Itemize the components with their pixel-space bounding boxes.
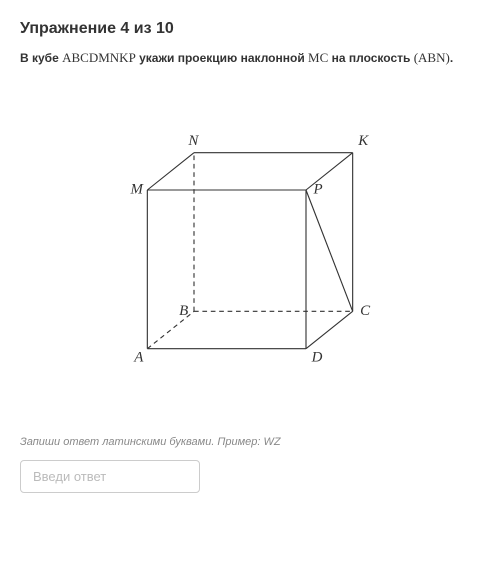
vertex-label-K: K [357,133,369,149]
problem-statement: В кубе ABCDMNKP укажи проекцию наклонной… [20,50,480,66]
plane-name: (ABN) [414,50,450,65]
vertex-label-A: A [133,350,144,366]
answer-hint: Запиши ответ латинскими буквами. Пример:… [20,436,480,448]
cube-edge [306,190,353,311]
cube-name: ABCDMNKP [62,50,136,65]
vertex-label-N: N [187,133,199,149]
problem-prefix: В кубе [20,51,62,65]
problem-mid: укажи проекцию наклонной [136,51,308,65]
vertex-label-P: P [312,182,322,198]
cube-edge [306,311,353,348]
exercise-title: Упражнение 4 из 10 [20,20,480,38]
cube-figure: A D B C M P N K [20,96,480,396]
answer-input[interactable] [20,460,200,493]
cube-edge [147,153,194,190]
problem-end: . [450,51,453,65]
vertex-label-C: C [360,303,371,319]
cube-diagram: A D B C M P N K [110,96,390,396]
line-name: MC [308,50,328,65]
vertex-label-B: B [179,303,188,319]
vertex-label-D: D [311,350,323,366]
problem-suffix: на плоскость [328,51,413,65]
vertex-label-M: M [130,182,145,198]
